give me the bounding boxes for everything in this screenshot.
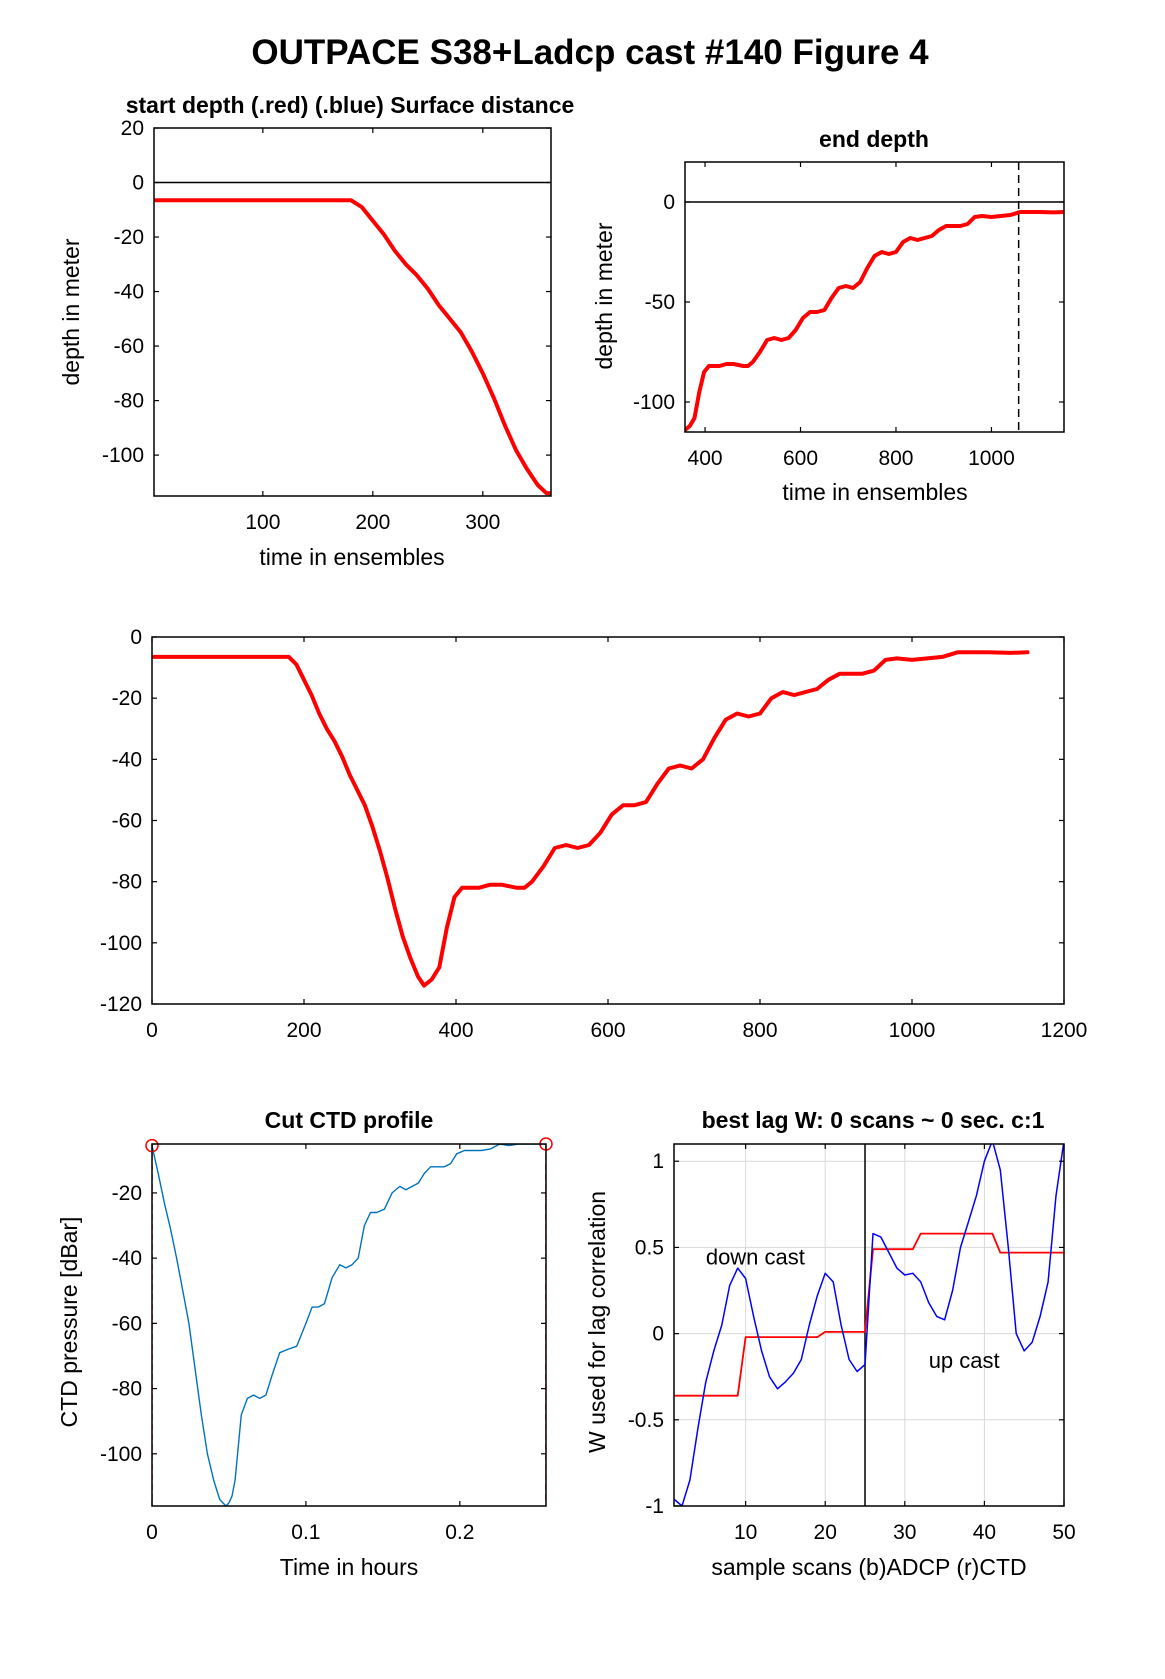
x-tick-label: 1000 — [968, 447, 1015, 470]
x-tick-label: 100 — [245, 511, 280, 534]
chart-title: best lag W: 0 scans ~ 0 sec. c:1 — [702, 1107, 1045, 1133]
series-line-1 — [674, 1144, 1064, 1506]
y-tick-label: 0 — [130, 626, 142, 649]
y-axis-label: depth in meter — [591, 222, 617, 369]
x-tick-label: 400 — [438, 1019, 473, 1042]
y-tick-label: 0.5 — [635, 1236, 664, 1259]
y-tick-label: -0.5 — [628, 1409, 664, 1432]
chart-start-depth: start depth (.red) (.blue) Surface dista… — [58, 92, 574, 570]
plot-frame — [151, 1143, 547, 1507]
y-tick-label: -60 — [112, 810, 142, 833]
y-tick-label: -40 — [114, 281, 144, 304]
x-tick-label: 200 — [286, 1019, 321, 1042]
x-tick-label: 200 — [355, 511, 390, 534]
x-tick-label: 300 — [465, 511, 500, 534]
x-tick-label: 600 — [590, 1019, 625, 1042]
chart-best-lag: best lag W: 0 scans ~ 0 sec. c:1 down ca… — [584, 1107, 1076, 1580]
y-axis-label: W used for lag correlation — [584, 1191, 610, 1453]
chart-title: start depth (.red) (.blue) Surface dista… — [126, 92, 575, 118]
y-tick-label: -100 — [100, 932, 142, 955]
series-line-0 — [154, 198, 551, 496]
chart-ctd-profile: Cut CTD profile 0 0.1 0.2-20-40-60-80-100 … — [56, 1107, 553, 1580]
y-tick-label: -40 — [112, 748, 142, 771]
x-tick-label: 600 — [783, 447, 818, 470]
x-tick-label: 40 — [973, 1521, 996, 1544]
chart-full-profile: 0 200 400 600 800 1000 1200 0 -20 -40 -60 -80 -100 -1… — [100, 626, 1087, 1042]
y-tick-label: 0 — [652, 1323, 664, 1346]
chart-end-depth: end depth 400 600 800 1000 0 -50 -100 time in … — [591, 126, 1065, 505]
plot-frame — [153, 127, 552, 497]
y-tick-label: -1 — [645, 1495, 664, 1518]
y-tick-label: -50 — [645, 291, 675, 314]
y-tick-label: -60 — [114, 335, 144, 358]
x-tick-label: 1200 — [1041, 1019, 1088, 1042]
x-tick-label: 0.1 — [291, 1521, 320, 1544]
y-tick-label: -60 — [112, 1312, 142, 1335]
series-line-0 — [152, 650, 1030, 988]
y-tick-label: 0 — [132, 172, 144, 195]
y-tick-label: 1 — [652, 1150, 664, 1173]
x-tick-label: 1000 — [889, 1019, 936, 1042]
series-line-0 — [685, 210, 1064, 432]
y-tick-label: -120 — [100, 993, 142, 1016]
y-axis-label: CTD pressure [dBar] — [56, 1217, 82, 1428]
y-tick-label: -40 — [112, 1247, 142, 1270]
x-tick-label: 20 — [814, 1521, 837, 1544]
y-tick-label: -100 — [633, 391, 675, 414]
y-tick-label: 0 — [663, 191, 675, 214]
y-tick-label: -100 — [102, 444, 144, 467]
x-tick-label: 400 — [688, 447, 723, 470]
x-tick-label: 0 — [146, 1019, 158, 1042]
x-tick-label: 50 — [1052, 1521, 1075, 1544]
x-tick-label: 10 — [734, 1521, 757, 1544]
y-axis-label: depth in meter — [58, 238, 84, 385]
y-tick-label: -20 — [112, 1182, 142, 1205]
x-axis-label: sample scans (b)ADCP (r)CTD — [711, 1554, 1026, 1580]
y-tick-label: 20 — [121, 117, 144, 140]
x-tick-label: 30 — [893, 1521, 916, 1544]
y-tick-label: -100 — [100, 1443, 142, 1466]
x-tick-label: 800 — [742, 1019, 777, 1042]
x-axis-label: time in ensembles — [259, 544, 444, 570]
series-line-0 — [152, 1144, 546, 1506]
chart-title: end depth — [819, 126, 929, 152]
y-tick-label: -80 — [112, 871, 142, 894]
annotation-text: down cast — [706, 1245, 805, 1270]
x-axis-label: time in ensembles — [782, 479, 967, 505]
y-tick-label: -80 — [114, 390, 144, 413]
chart-title: Cut CTD profile — [265, 1107, 434, 1133]
y-tick-label: -20 — [112, 687, 142, 710]
x-axis-label: Time in hours — [280, 1554, 418, 1580]
plot-frame — [673, 1143, 1065, 1507]
annotation-text: up cast — [929, 1348, 1000, 1373]
y-tick-label: -80 — [112, 1378, 142, 1401]
x-tick-label: 800 — [878, 447, 913, 470]
x-tick-label: 0 — [146, 1521, 158, 1544]
figure-title: OUTPACE S38+Ladcp cast #140 Figure 4 — [251, 33, 929, 72]
y-tick-label: -20 — [114, 226, 144, 249]
plot-frame — [684, 161, 1065, 433]
x-tick-label: 0.2 — [445, 1521, 474, 1544]
